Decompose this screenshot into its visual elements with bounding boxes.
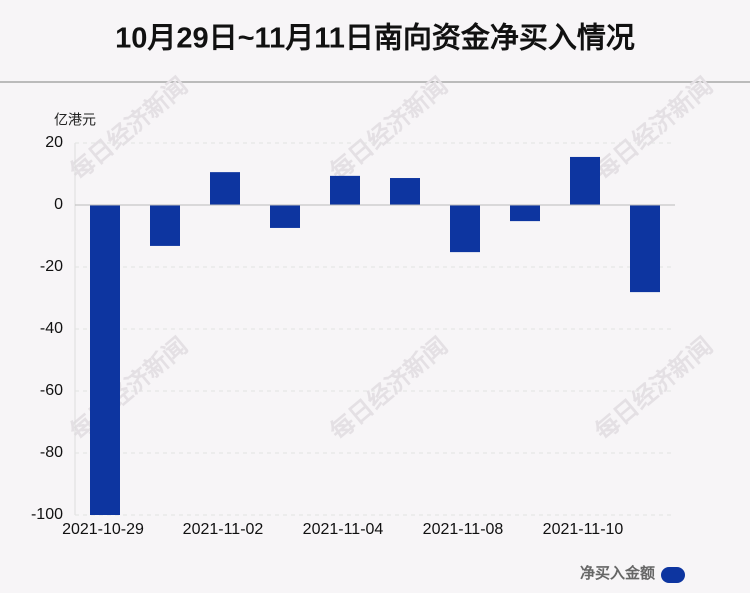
bar bbox=[210, 172, 240, 205]
y-tick-label: -40 bbox=[40, 320, 63, 337]
bar bbox=[150, 205, 180, 246]
legend-label: 净买入金额 bbox=[580, 564, 655, 582]
bar bbox=[330, 175, 360, 205]
chart-title: 10月29日~11月11日南向资金净买入情况 bbox=[115, 21, 635, 55]
bar bbox=[90, 205, 120, 515]
x-tick-label: 2021-11-04 bbox=[303, 521, 384, 538]
x-tick-label: 2021-11-02 bbox=[183, 521, 264, 538]
x-tick-label: 2021-11-08 bbox=[423, 521, 504, 538]
x-tick-label: 2021-11-10 bbox=[543, 521, 624, 538]
bar bbox=[510, 205, 540, 222]
legend-swatch bbox=[661, 567, 685, 583]
y-tick-label: 0 bbox=[54, 196, 63, 213]
bar bbox=[630, 205, 660, 293]
y-tick-label: -100 bbox=[31, 506, 63, 523]
y-tick-label: 20 bbox=[45, 134, 63, 151]
y-tick-label: -60 bbox=[40, 382, 63, 399]
x-tick-label: 2021-10-29 bbox=[62, 521, 144, 538]
bar bbox=[570, 156, 600, 205]
y-tick-label: -80 bbox=[40, 444, 63, 461]
bar bbox=[390, 178, 420, 205]
y-unit: 亿港元 bbox=[54, 112, 96, 128]
bar bbox=[270, 205, 300, 228]
bar bbox=[450, 205, 480, 253]
y-tick-label: -20 bbox=[40, 258, 63, 275]
